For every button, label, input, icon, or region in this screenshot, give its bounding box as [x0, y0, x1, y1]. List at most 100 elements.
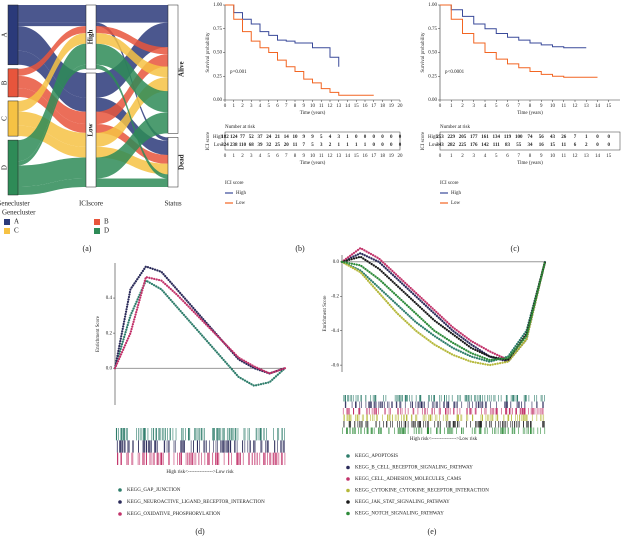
x-tick-label: 2 — [461, 104, 464, 109]
risk-value: 24 — [266, 135, 272, 140]
panel-label: (b) — [295, 244, 305, 253]
x-tick-label: 5 — [495, 104, 498, 109]
y-tick-label: 0.75 — [213, 27, 222, 32]
x-tick-label: 4 — [484, 104, 487, 109]
node — [7, 68, 19, 98]
node — [85, 4, 97, 70]
node — [167, 4, 179, 134]
node-label: Dead — [178, 154, 186, 170]
survival-curve — [440, 4, 587, 49]
x-tick-label: 2 — [241, 104, 244, 109]
flow-ribbon — [96, 5, 168, 23]
y-axis-label: Enrichment Score — [96, 315, 101, 352]
table-x-tick-label: 8 — [529, 154, 532, 159]
flow-ribbon — [18, 43, 86, 162]
legend-dot — [118, 500, 122, 504]
table-x-tick-label: 7 — [518, 154, 521, 159]
flow-ribbon — [18, 26, 86, 76]
panel-label: (d) — [195, 527, 205, 536]
risk-value: 229 — [448, 135, 456, 140]
x-tick-label: 14 — [345, 104, 351, 109]
risk-value: 1 — [585, 135, 588, 140]
column-title: Genecluster — [0, 200, 30, 208]
y-tick-label: 0.0 — [333, 260, 340, 265]
y-tick-label: 0.2 — [106, 331, 113, 336]
node — [167, 137, 179, 188]
x-tick-label: 19 — [389, 104, 395, 109]
risk-value: 253 — [436, 135, 444, 140]
risk-value: 37 — [258, 135, 264, 140]
flow-ribbon — [96, 26, 168, 55]
panel-label: (a) — [83, 244, 92, 253]
risk-value: 161 — [481, 135, 489, 140]
risk-value: 43 — [550, 135, 556, 140]
legend-title: ICI score — [225, 181, 244, 186]
risk-value: 0 — [381, 135, 384, 140]
risk-row-name: Low — [214, 143, 224, 148]
enrichment-curve — [340, 260, 547, 367]
node — [7, 139, 19, 196]
risk-row-name: High — [213, 135, 224, 140]
x-tick-label: 12 — [573, 104, 579, 109]
enrichment-curve — [113, 275, 287, 375]
enrichment-curve — [340, 260, 547, 362]
annotation: p=0.001 — [230, 70, 247, 75]
table-x-tick-label: 17 — [371, 154, 377, 159]
flow-ribbon — [18, 5, 86, 23]
risk-value: 142 — [481, 143, 489, 148]
table-x-tick-label: 3 — [250, 154, 253, 159]
risk-value: 3 — [320, 143, 323, 148]
y-tick-label: 1.00 — [213, 3, 222, 8]
table-x-axis-label: Time (years) — [517, 161, 543, 166]
y-tick-label: 0.0 — [106, 366, 113, 371]
x-tick-label: 6 — [506, 104, 509, 109]
legend-dot — [346, 488, 350, 493]
node-label: High — [87, 30, 95, 45]
x-tick-label: 15 — [354, 104, 360, 109]
table-x-tick-label: 5 — [495, 154, 498, 159]
table-x-tick-label: 4 — [259, 154, 262, 159]
panel-label: (e) — [428, 527, 437, 536]
risk-value: 0 — [381, 143, 384, 148]
risk-value: 282 — [448, 143, 456, 148]
legend-label: KEGG_NEUROACTIVE_LIGAND_RECEPTOR_INTERAC… — [127, 500, 265, 505]
table-x-tick-label: 8 — [294, 154, 297, 159]
table-x-tick-label: 9 — [303, 154, 306, 159]
risk-value: 324 — [221, 143, 229, 148]
enrichment-curve — [113, 265, 287, 375]
risk-value: 2 — [585, 143, 588, 148]
legend-label: B — [104, 218, 109, 226]
y-tick-label: 0.25 — [428, 74, 437, 79]
x-tick-label: 1 — [233, 104, 236, 109]
node-label: D — [1, 165, 9, 170]
table-x-axis-label: Time (years) — [300, 161, 326, 166]
table-x-tick-label: 19 — [389, 154, 395, 159]
risk-value: 9 — [303, 135, 306, 140]
y-axis-label: Enrichment Score — [323, 295, 328, 332]
table-x-tick-label: 1 — [233, 154, 236, 159]
table-x-tick-label: 12 — [328, 154, 334, 159]
y-tick-label: 0.50 — [213, 51, 222, 56]
x-axis-label: Time (years) — [300, 111, 326, 116]
risk-value: 0 — [390, 135, 393, 140]
legend-swatch — [94, 219, 100, 225]
panel-label: (c) — [511, 244, 520, 253]
risk-value: 0 — [364, 135, 367, 140]
flow-ribbon — [18, 178, 86, 195]
risk-table-title: Number at risk — [225, 125, 255, 130]
legend-label: KEGG_GAP_JUNCTION — [127, 488, 181, 493]
legend-dot — [346, 500, 350, 504]
y-axis-label: Survival probability — [206, 32, 211, 73]
flow-ribbon — [18, 157, 86, 187]
y-tick-label: 0.00 — [213, 98, 222, 103]
risk-value: 205 — [459, 135, 467, 140]
legend-swatch — [94, 228, 100, 234]
table-x-tick-label: 3 — [473, 154, 476, 159]
y-tick-label: 0.75 — [428, 27, 437, 32]
risk-value: 11 — [561, 143, 566, 148]
table-x-tick-label: 1 — [450, 154, 453, 159]
table-x-tick-label: 9 — [540, 154, 543, 159]
risk-value: 55 — [516, 143, 522, 148]
column-title: ICIscore — [79, 200, 103, 208]
annotation: p<0.0001 — [445, 70, 465, 75]
